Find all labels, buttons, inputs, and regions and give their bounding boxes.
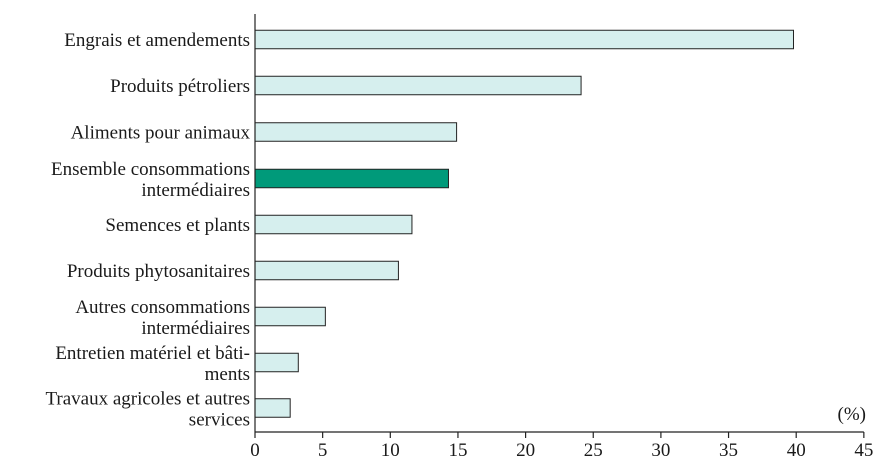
bar-6 <box>254 260 399 281</box>
bar-9 <box>254 398 291 418</box>
x-tick-label-0: 0 <box>250 440 260 461</box>
x-tick-label-40: 40 <box>787 440 806 461</box>
x-tick-label-10: 10 <box>381 440 400 461</box>
category-label-4-line-2: intermédiaires <box>141 180 250 201</box>
category-label-2: Produits pétroliers <box>110 76 250 97</box>
category-label-7-line-2: intermédiaires <box>141 318 250 339</box>
x-tick-label-5: 5 <box>318 440 328 461</box>
category-label-9-line-1: Travaux agricoles et autres <box>45 389 250 410</box>
category-label-3: Aliments pour animaux <box>71 123 251 144</box>
x-tick-label-35: 35 <box>719 440 738 461</box>
category-label-8-line-1: Entretien matériel et bâti- <box>55 343 250 364</box>
category-label-5: Semences et plants <box>105 215 250 236</box>
category-label-8-line-2: ments <box>205 364 250 385</box>
category-labels: Engrais et amendements Produits pétrolier… <box>45 30 250 431</box>
bar-1 <box>254 29 794 50</box>
bar-3 <box>254 122 458 142</box>
bars-group <box>254 29 794 418</box>
x-tick-label-45: 45 <box>854 440 873 461</box>
bar-4 <box>254 168 449 189</box>
x-tick-label-25: 25 <box>584 440 603 461</box>
bar-5 <box>254 214 413 235</box>
bar-7 <box>254 306 326 327</box>
x-tick-label-20: 20 <box>516 440 535 461</box>
x-ticks: 0 5 10 15 20 25 30 35 40 45 <box>250 432 873 461</box>
bar-8 <box>254 352 299 373</box>
x-tick-label-30: 30 <box>651 440 670 461</box>
category-label-6: Produits phytosanitaires <box>67 261 250 282</box>
category-label-9-line-2: services <box>189 410 250 431</box>
bar-2 <box>254 75 582 96</box>
unit-label: (%) <box>838 404 866 425</box>
x-tick-label-15: 15 <box>448 440 467 461</box>
category-label-1: Engrais et amendements <box>64 30 250 51</box>
category-label-4-line-1: Ensemble consommations <box>51 159 250 180</box>
category-label-7-line-1: Autres consommations <box>75 297 250 318</box>
